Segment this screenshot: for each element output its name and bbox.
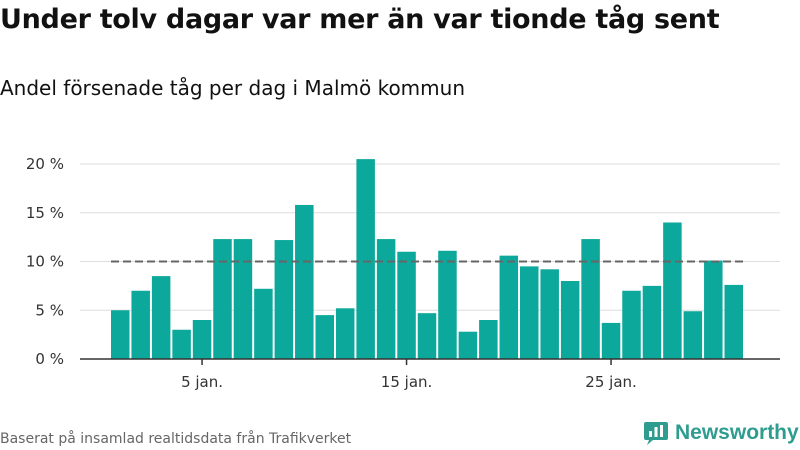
x-tick-label: 15 jan. [381,373,433,391]
y-tick-label: 10 % [26,253,64,271]
bar [233,239,253,359]
bar [335,308,355,359]
bar [376,239,396,359]
bar [704,260,723,359]
bar [397,251,416,359]
y-tick-labels: 0 % 5 % 10 % 15 % 20 % [26,155,64,368]
bar [479,320,498,359]
x-tick-label: 5 jan. [181,373,223,391]
newsworthy-logo-icon [644,422,668,445]
bar [622,290,641,359]
bar [295,204,314,359]
bar [111,310,130,359]
bar [438,250,457,359]
y-tick-label: 5 % [35,301,64,319]
bar [540,269,559,359]
y-tick-label: 0 % [35,350,64,368]
chart-title: Under tolv dagar var mer än var tionde t… [0,4,720,35]
y-tick-label: 15 % [26,204,64,222]
brand-logo: Newsworthy [643,420,799,446]
bar [417,313,437,359]
bar [274,240,294,359]
x-ticks: 5 jan. 15 jan. 25 jan. [181,359,637,391]
bar [642,285,662,359]
bar [131,290,150,359]
bar [458,331,478,359]
bars [111,159,743,359]
bar [601,322,621,359]
x-tick-label: 25 jan. [585,373,637,391]
bar [499,255,519,359]
bar [254,288,273,359]
source-caption: Baserat på insamlad realtidsdata från Tr… [0,431,352,447]
bar [315,315,334,359]
bar [356,159,375,359]
brand-name: Newsworthy [675,421,799,444]
bar [213,239,232,359]
bar [581,239,600,359]
chart-subtitle: Andel försenade tåg per dag i Malmö komm… [0,76,465,100]
bar [663,222,682,359]
bar [151,276,171,359]
y-tick-label: 20 % [26,155,64,173]
bar [724,284,743,359]
bar [172,329,191,359]
bar [683,311,703,359]
bar [560,281,580,359]
bar [192,320,212,359]
bar [520,266,539,359]
